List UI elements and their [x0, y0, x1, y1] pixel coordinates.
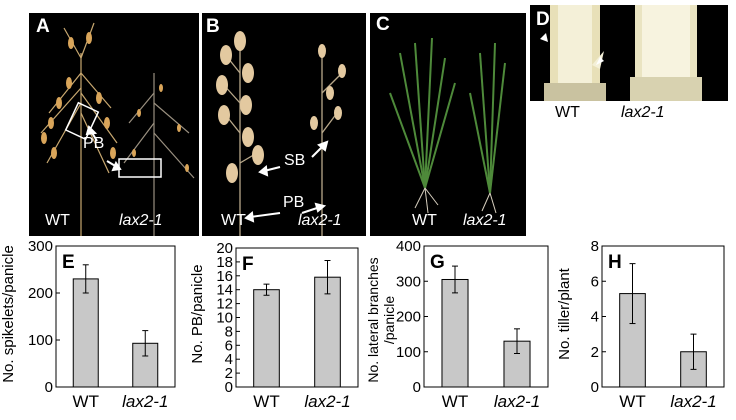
- bar-wt: [441, 278, 469, 388]
- panel-b-pb-label: PB: [283, 194, 305, 211]
- y-tick-label: 0: [225, 379, 233, 396]
- panel-a-photo: [29, 13, 199, 236]
- y-axis-label: No. tiller/plant: [556, 267, 573, 360]
- y-tick-label: 100: [28, 332, 53, 349]
- panel-a-pb-label: PB: [83, 135, 105, 152]
- x-category-label: lax2-1: [494, 392, 540, 411]
- panel-letter-h: H: [608, 252, 622, 273]
- branch-illustration-b: [216, 31, 346, 236]
- panel-a-mutant-label: lax2-1: [119, 212, 163, 230]
- y-axis-label: No. PB/panicle: [189, 264, 206, 363]
- panel-c-wt-label: WT: [412, 212, 437, 229]
- y-tick-label: 200: [396, 309, 421, 326]
- chart-g-svg: 0 100 200 300 400 WT lax2-1 G No. lateral branch…: [365, 238, 549, 411]
- y-tick-label: 12: [216, 296, 233, 313]
- y-tick-label: 16: [216, 268, 233, 285]
- y-tick-label: 300: [396, 273, 421, 290]
- y-tick-label: 8: [591, 240, 599, 255]
- x-category-label: WT: [253, 392, 279, 411]
- panel-b-sb-label: SB: [284, 152, 306, 169]
- y-tick-label: 0: [591, 379, 599, 396]
- y-axis-label-line2: /panicle: [381, 296, 397, 344]
- y-tick-label: 2: [225, 365, 233, 382]
- y-axis-label-line1: No. lateral branches: [368, 257, 381, 382]
- panel-letter-d: D: [536, 9, 550, 30]
- x-category-label: WT: [619, 392, 645, 411]
- panel-letter-e: E: [62, 252, 75, 273]
- panel-a-mutant-text: lax2-1: [119, 212, 163, 229]
- plant-illustration-c: [389, 37, 506, 214]
- y-axis-label: No. spikelets/panicle: [0, 245, 17, 383]
- chart-h: 0 2 4 6 8 WT lax2-1 H No. tiller/plant: [552, 238, 736, 415]
- y-tick-label: 20: [216, 240, 233, 257]
- chart-g: 0 100 200 300 400 WT lax2-1 G No. lateral branch…: [365, 238, 552, 415]
- panel-c-mutant-label: lax2-1: [463, 212, 507, 230]
- y-tick-label: 400: [396, 240, 421, 255]
- panel-a-wt-label: WT: [45, 212, 70, 229]
- panel-d-mutant-text: lax2-1: [621, 104, 665, 121]
- y-tick-label: 4: [225, 351, 233, 368]
- panel-c-photo: [370, 13, 526, 236]
- bar-wt: [72, 278, 99, 388]
- panel-letter-f: F: [242, 254, 254, 275]
- panel-letter-a: A: [36, 16, 50, 37]
- y-tick-label: 2: [591, 344, 599, 361]
- y-tick-label: 300: [28, 240, 53, 255]
- panel-letter-g: G: [430, 252, 445, 273]
- panel-letter-c: C: [376, 14, 390, 35]
- y-tick-label: 200: [28, 285, 53, 302]
- x-category-label: lax2-1: [670, 392, 716, 411]
- bar-lax2-1: [314, 276, 341, 388]
- y-tick-label: 0: [45, 379, 53, 396]
- y-tick-label: 6: [591, 273, 599, 290]
- panel-d-photo: [530, 5, 728, 101]
- node-illustration-d: [540, 5, 702, 101]
- x-category-label: WT: [73, 392, 99, 411]
- y-tick-label: 4: [591, 309, 599, 326]
- y-tick-label: 0: [413, 379, 421, 396]
- y-tick-label: 100: [396, 344, 421, 361]
- panel-b-mutant-label: lax2-1: [298, 212, 342, 230]
- y-axis-label: No. lateral branches/panicle: [368, 257, 397, 382]
- panel-d-mutant-label: lax2-1: [621, 104, 665, 122]
- panel-b-wt-label: WT: [221, 212, 246, 229]
- x-category-label: lax2-1: [122, 392, 168, 411]
- panel-b-photo: [202, 13, 366, 236]
- x-category-label: lax2-1: [304, 392, 350, 411]
- y-tick-label: 6: [225, 337, 233, 354]
- y-tick-label: 18: [216, 254, 233, 271]
- panel-letter-b: B: [206, 16, 220, 37]
- bar-wt: [253, 289, 280, 388]
- chart-f: 0 2 4 6 8 10 12 14 16 18 20 WT lax2-1 F No. PB/panicle: [184, 240, 368, 415]
- panel-d-wt-label: WT: [555, 104, 580, 121]
- chart-e-svg: 0 100 200 300 WT lax2-1 E No. spikelets/panicle: [0, 238, 176, 411]
- y-tick-label: 10: [216, 310, 233, 327]
- panel-c-mutant-text: lax2-1: [463, 212, 507, 229]
- y-tick-label: 8: [225, 323, 233, 340]
- panel-b-mutant-text: lax2-1: [298, 212, 342, 229]
- x-category-label: WT: [442, 392, 468, 411]
- chart-h-svg: 0 2 4 6 8 WT lax2-1 H No. tiller/plant: [556, 238, 725, 411]
- y-tick-label: 14: [216, 282, 233, 299]
- panicle-illustration-a: [40, 22, 195, 236]
- chart-e: 0 100 200 300 WT lax2-1 E No. spikelets/panicle: [0, 238, 184, 415]
